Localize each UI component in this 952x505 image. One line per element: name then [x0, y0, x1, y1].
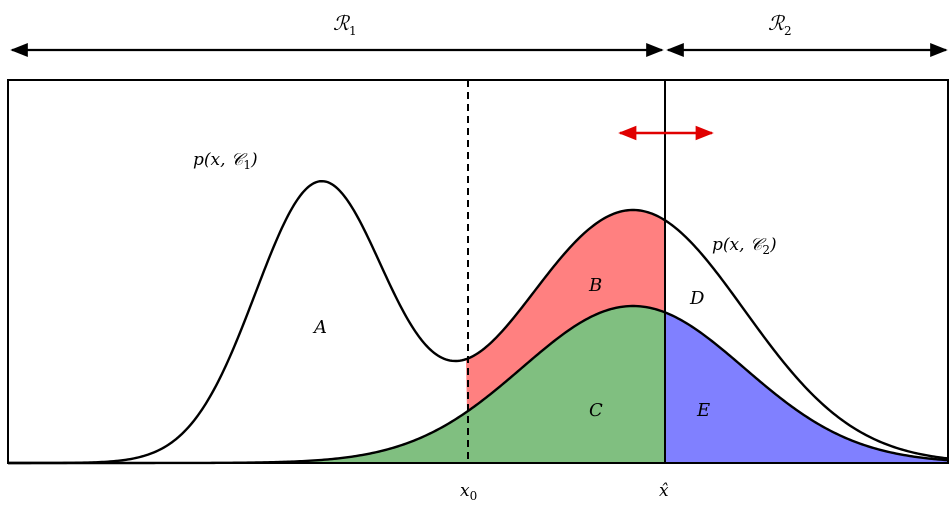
- curve-p-x-c1: [8, 179, 949, 465]
- area-E-fill: [665, 312, 948, 463]
- plot-frame: [7, 79, 949, 464]
- curve-c1-label: p(x, 𝒞1): [193, 150, 258, 172]
- area-C-fill: [8, 306, 665, 463]
- curve-p-x-c2: [8, 304, 949, 465]
- area-B-label: B: [588, 275, 602, 296]
- x0-label: x0: [460, 481, 477, 503]
- area-B-fill: [466, 210, 665, 412]
- curve-c2-label: p(x, 𝒞2): [712, 235, 777, 257]
- x-hat-label: x̂: [659, 481, 669, 501]
- area-E-label: E: [696, 400, 710, 421]
- area-D-label: D: [689, 288, 705, 309]
- region-1-label: ℛ1: [333, 11, 357, 38]
- region-2-label: ℛ2: [768, 11, 792, 38]
- area-A-label: A: [312, 317, 327, 338]
- area-C-label: C: [589, 400, 603, 421]
